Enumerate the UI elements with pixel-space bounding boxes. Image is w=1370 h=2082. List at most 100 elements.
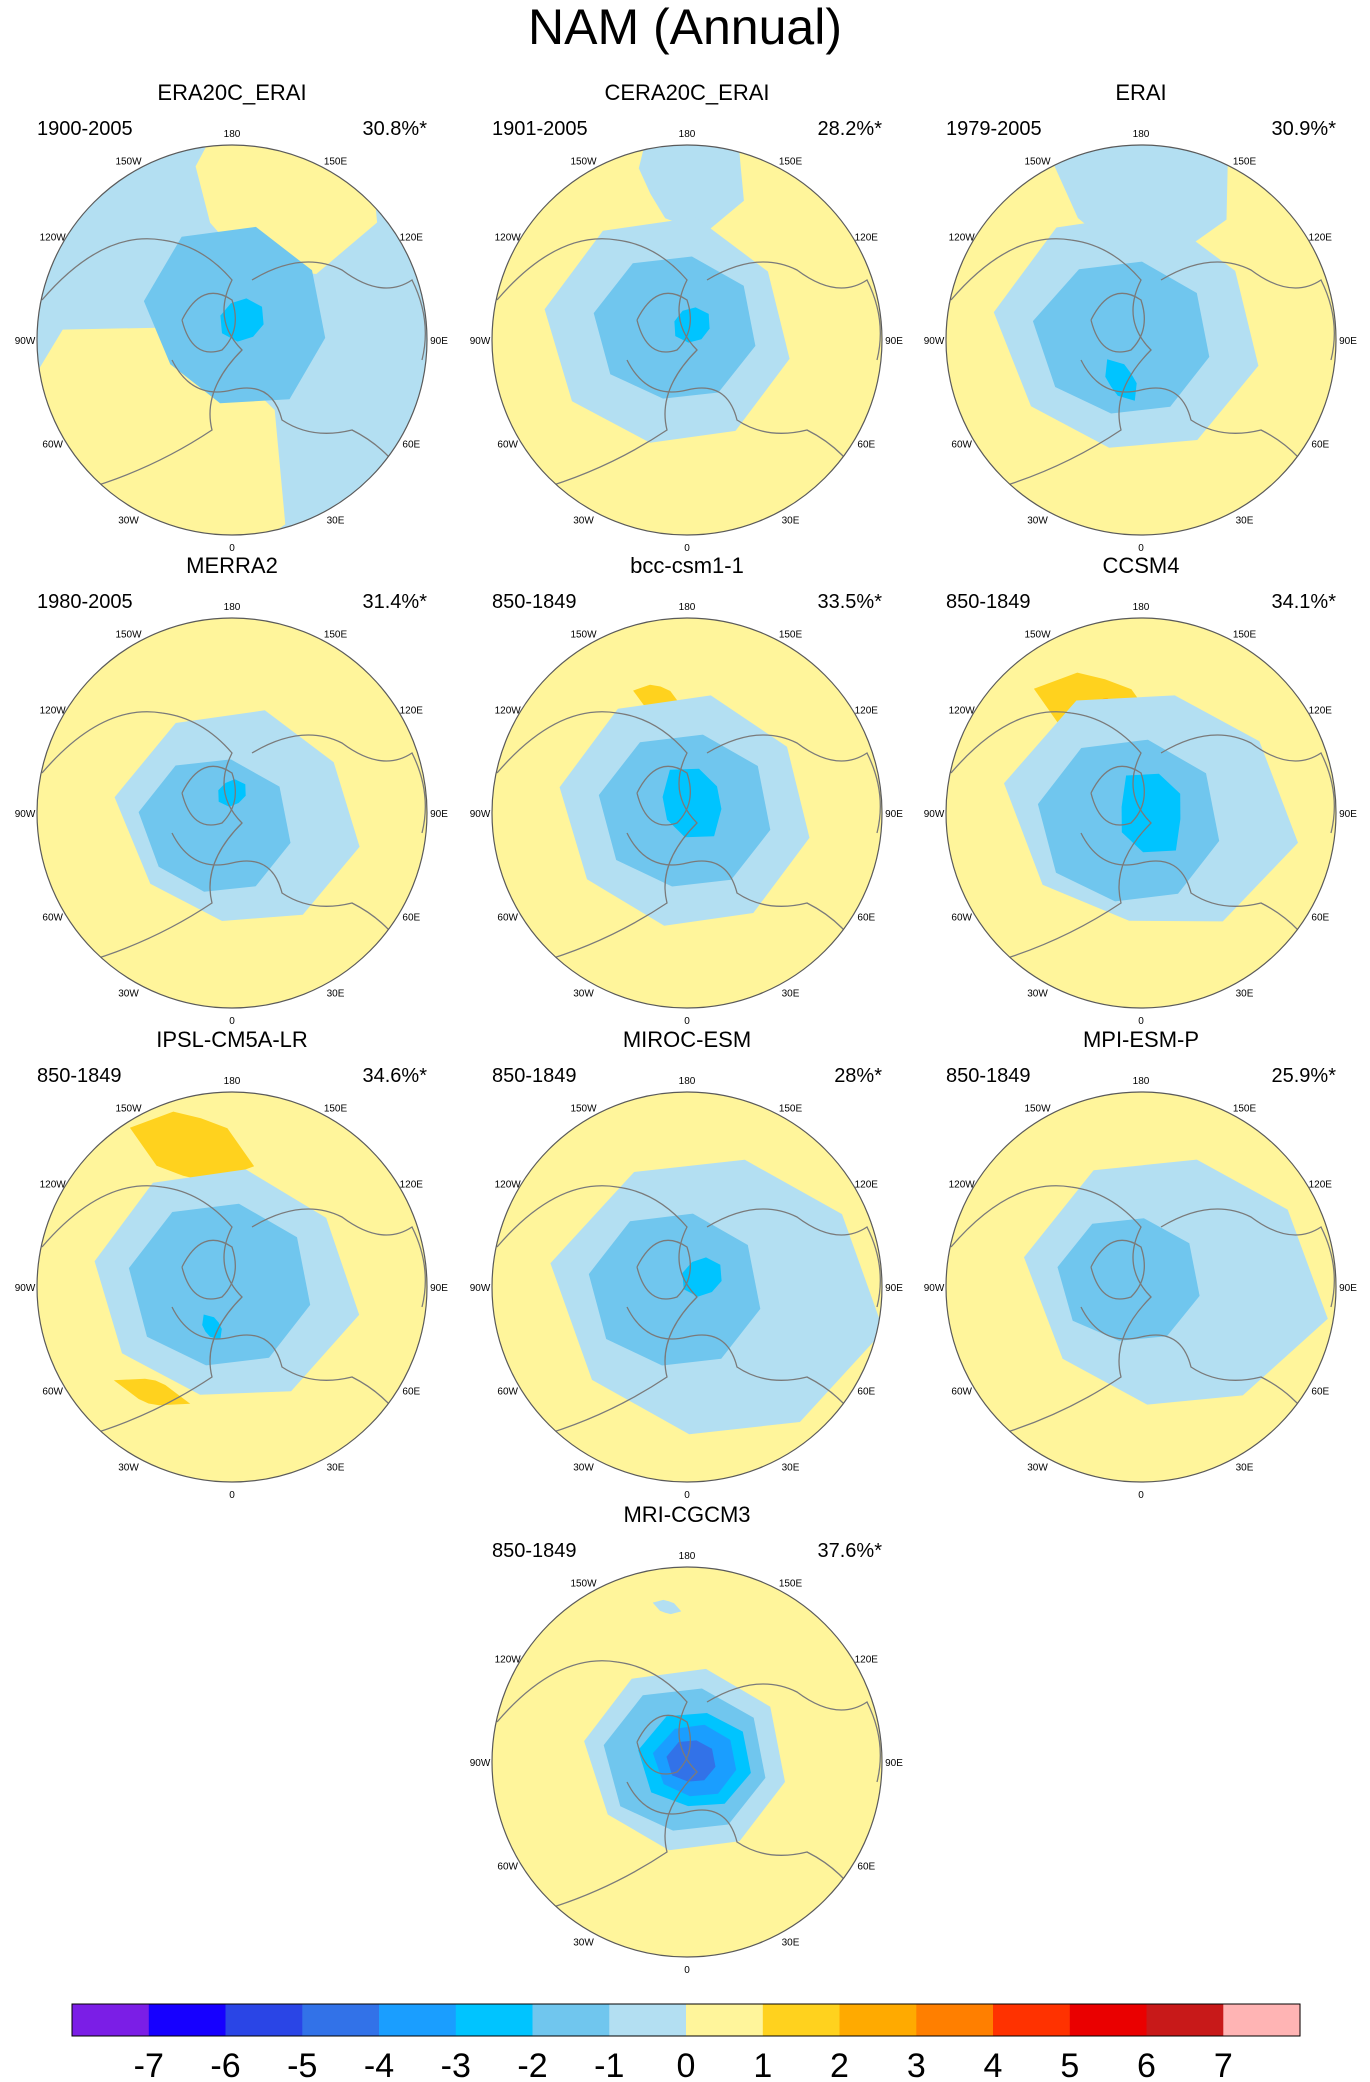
longitude-label: 30E bbox=[1236, 988, 1254, 999]
longitude-label: 60W bbox=[497, 1862, 518, 1873]
coastline-asia bbox=[1160, 734, 1335, 834]
coastline-north-america bbox=[41, 1185, 243, 1438]
longitude-label: 150W bbox=[1024, 630, 1051, 641]
panel-variance: 25.9%* bbox=[1272, 1065, 1337, 1087]
field-contours bbox=[37, 618, 427, 1008]
longitude-label: 180 bbox=[1133, 602, 1150, 613]
field-contours bbox=[37, 1092, 427, 1482]
colorbar-tick-label: -4 bbox=[364, 2047, 394, 2082]
coastline-asia bbox=[251, 1208, 426, 1308]
coastline-north-america bbox=[950, 238, 1152, 491]
negative-anomaly bbox=[202, 1314, 222, 1340]
longitude-label: 30W bbox=[1027, 988, 1048, 999]
longitude-label: 30E bbox=[327, 515, 345, 526]
longitude-label: 150E bbox=[324, 157, 348, 168]
coastlines bbox=[950, 711, 1335, 964]
longitude-label: 150E bbox=[779, 1104, 803, 1115]
colorbar-swatch bbox=[532, 2004, 610, 2036]
longitude-label: 60W bbox=[951, 1387, 972, 1398]
coastline-north-america bbox=[950, 1185, 1152, 1438]
field-contours bbox=[492, 1567, 882, 1957]
longitude-label: 150W bbox=[570, 630, 597, 641]
field-contours bbox=[946, 145, 1336, 535]
panel-title: MRI-CGCM3 bbox=[623, 1502, 750, 1527]
longitude-label: 180 bbox=[224, 129, 241, 140]
coastline-greenland bbox=[636, 1239, 691, 1300]
longitude-label: 120E bbox=[855, 1180, 879, 1191]
longitude-label: 30E bbox=[1236, 515, 1254, 526]
longitude-label: 120E bbox=[1309, 706, 1333, 717]
coastline-north-america bbox=[41, 238, 243, 491]
longitude-label: 0 bbox=[1138, 1490, 1144, 1501]
longitude-label: 120E bbox=[400, 1180, 424, 1191]
coastline-north-america bbox=[41, 711, 243, 964]
panel-period: 1980-2005 bbox=[37, 591, 133, 613]
longitude-label: 120W bbox=[495, 233, 522, 244]
colorbar-swatch bbox=[609, 2004, 687, 2036]
longitude-label: 30E bbox=[327, 1462, 345, 1473]
longitude-label: 90W bbox=[15, 336, 36, 347]
coastline-greenland bbox=[1090, 765, 1145, 826]
panel-title: MERRA2 bbox=[186, 553, 278, 578]
colorbar-swatch bbox=[1146, 2004, 1224, 2036]
map-panel: 180 150E 120E 90E 60E 30E 0 30W 60W 90W 120W 150W MP… bbox=[924, 1027, 1358, 1501]
panel-period: 850-1849 bbox=[492, 1540, 577, 1562]
negative-anomaly bbox=[588, 1213, 761, 1366]
negative-anomaly bbox=[662, 768, 722, 838]
longitude-label: 90W bbox=[470, 1758, 491, 1769]
longitude-label: 90W bbox=[924, 1283, 945, 1294]
coastline-greenland bbox=[1090, 292, 1145, 353]
map-panel: 180 150E 120E 90E 60E 30E 0 30W 60W 90W 120W 150W ER… bbox=[15, 80, 449, 554]
longitude-label: 60W bbox=[951, 440, 972, 451]
coastline-europe bbox=[171, 1306, 413, 1438]
longitude-label: 180 bbox=[679, 1551, 696, 1562]
coastline-asia bbox=[706, 734, 881, 834]
panel-variance: 33.5%* bbox=[818, 591, 883, 613]
map-boundary bbox=[945, 1091, 1337, 1483]
coastlines bbox=[950, 1185, 1335, 1438]
longitude-label: 60W bbox=[497, 440, 518, 451]
coastlines bbox=[41, 1185, 426, 1438]
colorbar-swatch bbox=[148, 2004, 227, 2036]
figure-title: NAM (Annual) bbox=[528, 0, 842, 55]
longitude-label: 30W bbox=[573, 1937, 594, 1948]
coastlines bbox=[41, 238, 426, 491]
negative-anomaly bbox=[220, 298, 264, 342]
longitude-label: 150E bbox=[1233, 1104, 1257, 1115]
longitude-label: 60E bbox=[857, 913, 875, 924]
colorbar: -7 -6 -5 -4 -3 -2 -1 0 1 2 3 4 5 6 7 bbox=[71, 2003, 1301, 2082]
map-panel: 180 150E 120E 90E 60E 30E 0 30W 60W 90W 120W 150W ME… bbox=[15, 553, 449, 1027]
colorbar-tick-label: -5 bbox=[287, 2047, 317, 2082]
longitude-label: 180 bbox=[679, 602, 696, 613]
longitude-label: 120W bbox=[949, 233, 976, 244]
map-panel: 180 150E 120E 90E 60E 30E 0 30W 60W 90W 120W 150W CE… bbox=[470, 80, 904, 554]
panel-grid: 180 150E 120E 90E 60E 30E 0 30W 60W 90W 120W 150W ER… bbox=[15, 80, 1358, 1976]
longitude-label: 30E bbox=[782, 988, 800, 999]
positive-anomaly bbox=[638, 145, 744, 234]
coastline-europe bbox=[171, 359, 413, 491]
negative-anomaly bbox=[1105, 359, 1137, 401]
longitude-label: 0 bbox=[684, 1490, 690, 1501]
longitude-label: 90W bbox=[470, 809, 491, 820]
map-boundary bbox=[491, 617, 883, 1009]
longitude-label: 30E bbox=[782, 515, 800, 526]
longitude-label: 90W bbox=[924, 336, 945, 347]
coastline-asia bbox=[1160, 261, 1335, 361]
longitude-label: 120W bbox=[495, 1180, 522, 1191]
field-contours bbox=[492, 145, 882, 535]
longitude-label: 90E bbox=[430, 336, 448, 347]
coastlines bbox=[950, 238, 1335, 491]
colorbar-swatch bbox=[762, 2004, 841, 2036]
map-boundary bbox=[491, 1566, 883, 1958]
map-boundary bbox=[36, 144, 428, 536]
coastline-europe bbox=[626, 1306, 868, 1438]
panel-title: MIROC-ESM bbox=[623, 1027, 751, 1052]
coastline-greenland bbox=[181, 292, 236, 353]
map-boundary bbox=[491, 1091, 883, 1483]
longitude-label: 30W bbox=[573, 988, 594, 999]
longitude-label: 120W bbox=[495, 1655, 522, 1666]
longitude-label: 60E bbox=[857, 1387, 875, 1398]
coastline-europe bbox=[626, 832, 868, 964]
colorbar-swatch bbox=[839, 2004, 917, 2036]
longitude-label: 30W bbox=[573, 515, 594, 526]
